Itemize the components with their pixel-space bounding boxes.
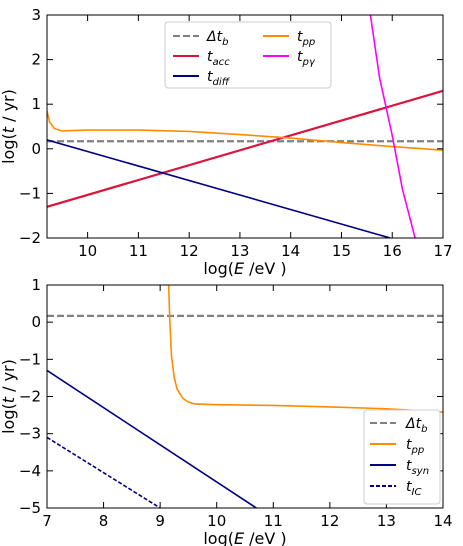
x-tick-label: 13 (377, 512, 396, 530)
y-axis-label: log(t / yr) (0, 89, 18, 164)
series-t-pp-line (167, 285, 443, 413)
series-t-ic-line (47, 436, 161, 508)
x-tick-label: 14 (433, 512, 452, 530)
x-tick-label: 15 (332, 242, 351, 260)
legend-label-delta-t-b: Δtb (206, 29, 228, 48)
series-group (47, 15, 443, 238)
x-tick-label: 11 (129, 242, 148, 260)
y-tick-label: −3 (19, 425, 41, 443)
x-axis-label: log(E /eV ) (203, 259, 286, 278)
y-tick-label: 0 (31, 140, 41, 158)
legend-label-t-acc: tacc (207, 49, 230, 68)
plot-frame (46, 14, 444, 239)
series-t-diff-line (47, 139, 391, 238)
series-t-pgamma-line (369, 15, 416, 238)
x-axis-label: log(E /eV ) (203, 529, 286, 546)
y-axis-label: log(t / yr) (0, 359, 18, 434)
y-tick-label: 3 (31, 6, 41, 24)
series-group (47, 285, 443, 508)
x-tick-label: 9 (155, 512, 165, 530)
series-t-syn-line (47, 369, 257, 508)
y-tick-label: −4 (19, 462, 41, 480)
x-tick-label: 12 (180, 242, 199, 260)
legend-label-t-diff: tdiff (207, 69, 231, 88)
legend-box (164, 21, 332, 89)
legend-label-delta-t-b: Δtb (405, 416, 427, 435)
legend-box (363, 409, 441, 505)
y-tick-label: −2 (19, 388, 41, 406)
y-tick-label: 0 (31, 313, 41, 331)
y-tick-label: −1 (19, 350, 41, 368)
y-tick-label: 2 (31, 51, 41, 69)
x-tick-label: 13 (230, 242, 249, 260)
x-tick-label: 16 (383, 242, 402, 260)
y-tick-label: 1 (31, 276, 41, 294)
legend-label-t-pp: tpp (406, 437, 424, 456)
legend-label-t-syn: tsyn (406, 458, 429, 477)
x-tick-label: 10 (78, 242, 97, 260)
legend-label-t-pgamma: tpγ (297, 49, 316, 68)
x-tick-label: 14 (281, 242, 300, 260)
y-tick-label: −5 (19, 499, 41, 517)
series-t-acc-line (47, 89, 443, 208)
legend: Δtb tpp tsyn tIC (363, 409, 441, 505)
x-tick-label: 8 (99, 512, 109, 530)
legend-label-t-pp: tpp (297, 29, 315, 48)
y-tick-label: −1 (19, 184, 41, 202)
x-tick-label: 17 (433, 242, 452, 260)
legend-label-t-ic: tIC (406, 479, 422, 498)
x-tick-label: 7 (42, 512, 52, 530)
x-tick-label: 10 (207, 512, 226, 530)
y-tick-label: −2 (19, 229, 41, 247)
y-tick-label: 1 (31, 95, 41, 113)
x-tick-label: 11 (264, 512, 283, 530)
series-t-pp-line (47, 110, 443, 151)
x-tick-label: 12 (320, 512, 339, 530)
chart-panel-2: 7 8 9 10 11 12 13 14 −5 −4 −3 −2 −1 0 1 log(E /eV ) log(… (0, 276, 453, 546)
